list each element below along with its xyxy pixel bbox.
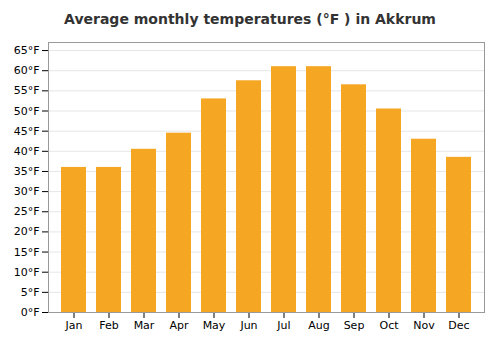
svg-text:Jun: Jun — [239, 319, 257, 332]
svg-text:May: May — [203, 319, 226, 332]
svg-text:40°F: 40°F — [14, 145, 40, 158]
svg-text:Mar: Mar — [134, 319, 155, 332]
svg-text:Jul: Jul — [276, 319, 290, 332]
svg-text:25°F: 25°F — [14, 205, 40, 218]
svg-text:10°F: 10°F — [14, 266, 40, 279]
svg-text:Aug: Aug — [308, 319, 329, 332]
svg-text:Sep: Sep — [344, 319, 365, 332]
svg-text:65°F: 65°F — [14, 44, 40, 57]
svg-text:15°F: 15°F — [14, 246, 40, 259]
svg-text:45°F: 45°F — [14, 125, 40, 138]
svg-text:35°F: 35°F — [14, 165, 40, 178]
html-text:Average monthly temperatures (: Average monthly temperatures (°F ) in Ak… — [64, 11, 436, 27]
svg-text:55°F: 55°F — [14, 84, 40, 97]
svg-text:Nov: Nov — [413, 319, 435, 332]
svg-text:60°F: 60°F — [14, 64, 40, 77]
svg-text:0°F: 0°F — [21, 306, 40, 319]
svg-text:50°F: 50°F — [14, 105, 40, 118]
svg-text:Feb: Feb — [99, 319, 118, 332]
svg-text:5°F: 5°F — [21, 286, 40, 299]
svg-text:Oct: Oct — [379, 319, 399, 332]
svg-text:20°F: 20°F — [14, 225, 40, 238]
svg-text:30°F: 30°F — [14, 185, 40, 198]
svg-text:Jan: Jan — [65, 319, 83, 332]
svg-text:Dec: Dec — [448, 319, 469, 332]
svg-text:Apr: Apr — [169, 319, 189, 332]
